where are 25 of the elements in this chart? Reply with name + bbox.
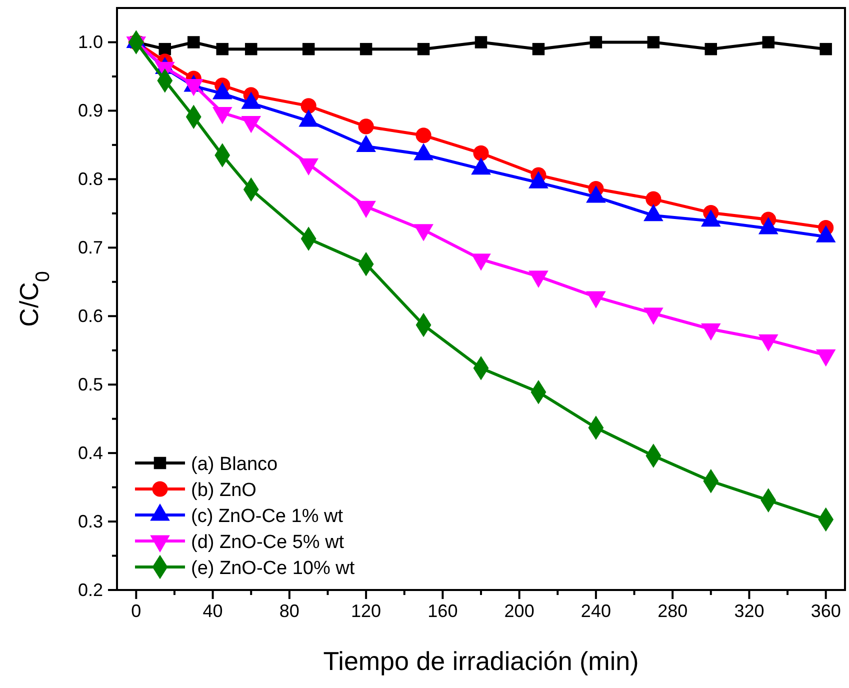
y-tick-label: 0.9	[78, 100, 103, 120]
y-tick-label: 1.0	[78, 32, 103, 52]
x-tick-label: 0	[131, 600, 142, 621]
x-axis-title: Tiempo de irradiación (min)	[323, 646, 639, 676]
x-tick-label: 280	[658, 600, 688, 621]
x-tick-label: 360	[810, 600, 841, 621]
legend-label: (c) ZnO-Ce 1% wt	[191, 506, 344, 527]
legend-label: (d) ZnO-Ce 5% wt	[191, 532, 345, 553]
y-tick-label: 0.6	[78, 306, 103, 326]
y-tick-label: 0.7	[78, 237, 103, 258]
y-tick-label: 0.5	[78, 374, 103, 394]
legend-label: (e) ZnO-Ce 10% wt	[191, 558, 356, 579]
x-tick-label: 200	[504, 600, 534, 621]
y-tick-label: 0.8	[78, 168, 103, 189]
x-tick-label: 120	[351, 600, 382, 621]
x-tick-label: 40	[202, 600, 223, 621]
legend-label: (a) Blanco	[191, 454, 278, 475]
x-tick-label: 320	[734, 600, 764, 621]
x-tick-label: 80	[279, 600, 300, 621]
legend-label: (b) ZnO	[191, 480, 256, 501]
x-tick-label: 240	[580, 600, 611, 621]
y-tick-label: 0.3	[78, 511, 103, 532]
x-tick-label: 160	[428, 600, 458, 621]
y-tick-label: 0.4	[78, 442, 103, 463]
y-tick-label: 0.2	[78, 580, 103, 600]
